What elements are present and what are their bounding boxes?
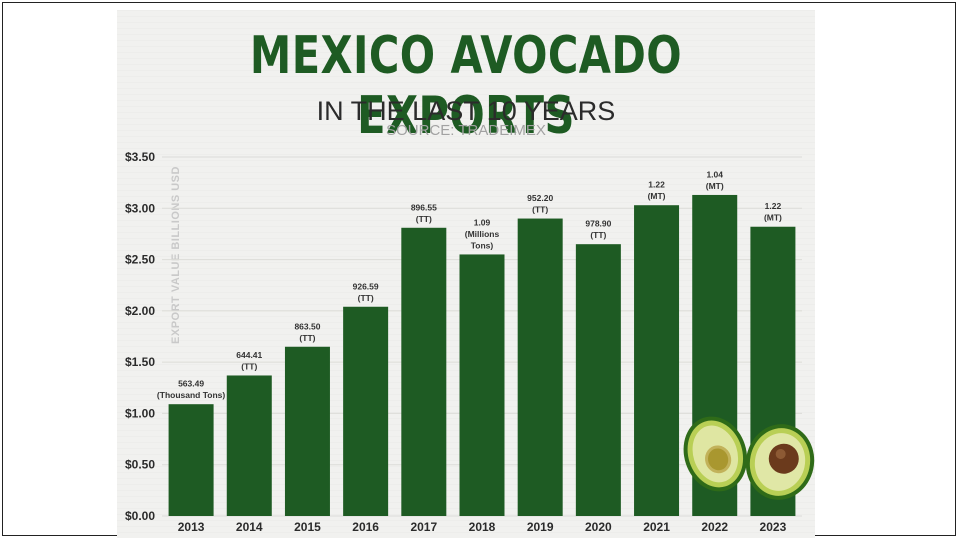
y-tick-label: $0.00 <box>125 509 155 523</box>
bar <box>401 227 447 516</box>
x-tick-label: 2023 <box>760 520 787 534</box>
x-tick-label: 2017 <box>410 520 437 534</box>
bar <box>343 306 389 516</box>
avocado-icon <box>683 416 815 500</box>
data-label: 978.90 <box>585 219 611 229</box>
data-label: 863.50 <box>294 321 320 331</box>
x-tick-label: 2018 <box>469 520 496 534</box>
data-label: 926.59 <box>353 281 379 291</box>
y-tick-label: $1.50 <box>125 355 155 369</box>
bar <box>284 346 330 516</box>
data-label: 1.22 <box>765 201 782 211</box>
y-tick-label: $0.50 <box>125 458 155 472</box>
data-label: (MT) <box>764 213 782 223</box>
data-label: 1.22 <box>648 180 665 190</box>
data-label: (TT) <box>590 230 606 240</box>
data-label: 644.41 <box>236 350 262 360</box>
data-label: (MT) <box>706 181 724 191</box>
data-label: 1.09 <box>474 217 491 227</box>
x-tick-label: 2014 <box>236 520 263 534</box>
bar <box>575 244 621 516</box>
y-tick-label: $2.00 <box>125 304 155 318</box>
data-label: (TT) <box>358 293 374 303</box>
x-tick-label: 2016 <box>352 520 379 534</box>
data-label: (TT) <box>299 333 315 343</box>
chart-source: SOURCE: TRADEIMEX <box>386 122 546 139</box>
bar <box>634 205 680 517</box>
y-tick-label: $3.50 <box>125 150 155 164</box>
x-tick-label: 2019 <box>527 520 554 534</box>
y-tick-label: $1.00 <box>125 406 155 420</box>
data-label: (TT) <box>241 361 257 371</box>
y-tick-label: $3.00 <box>125 201 155 215</box>
data-label: 563.49 <box>178 379 204 389</box>
data-label: (TT) <box>416 214 432 224</box>
x-tick-label: 2020 <box>585 520 612 534</box>
bar <box>226 375 272 516</box>
data-label: (Thousand Tons) <box>157 390 225 400</box>
data-label: 1.04 <box>706 169 723 179</box>
x-tick-label: 2022 <box>701 520 728 534</box>
data-label: Tons) <box>471 240 494 250</box>
bar <box>168 404 214 516</box>
y-tick-label: $2.50 <box>125 253 155 267</box>
bar <box>459 254 505 516</box>
data-label: (MT) <box>648 191 666 201</box>
bar <box>517 218 563 517</box>
chart-title: MEXICO AVOCADO EXPORTS <box>249 26 683 146</box>
x-tick-label: 2021 <box>643 520 670 534</box>
data-label: 952.20 <box>527 193 553 203</box>
x-tick-label: 2013 <box>178 520 205 534</box>
x-tick-label: 2015 <box>294 520 321 534</box>
data-label: (Millions <box>465 229 500 239</box>
data-label: (TT) <box>532 205 548 215</box>
chart-subtitle: IN THE LAST 10 YEARS <box>316 96 616 126</box>
data-label: 896.55 <box>411 202 437 212</box>
